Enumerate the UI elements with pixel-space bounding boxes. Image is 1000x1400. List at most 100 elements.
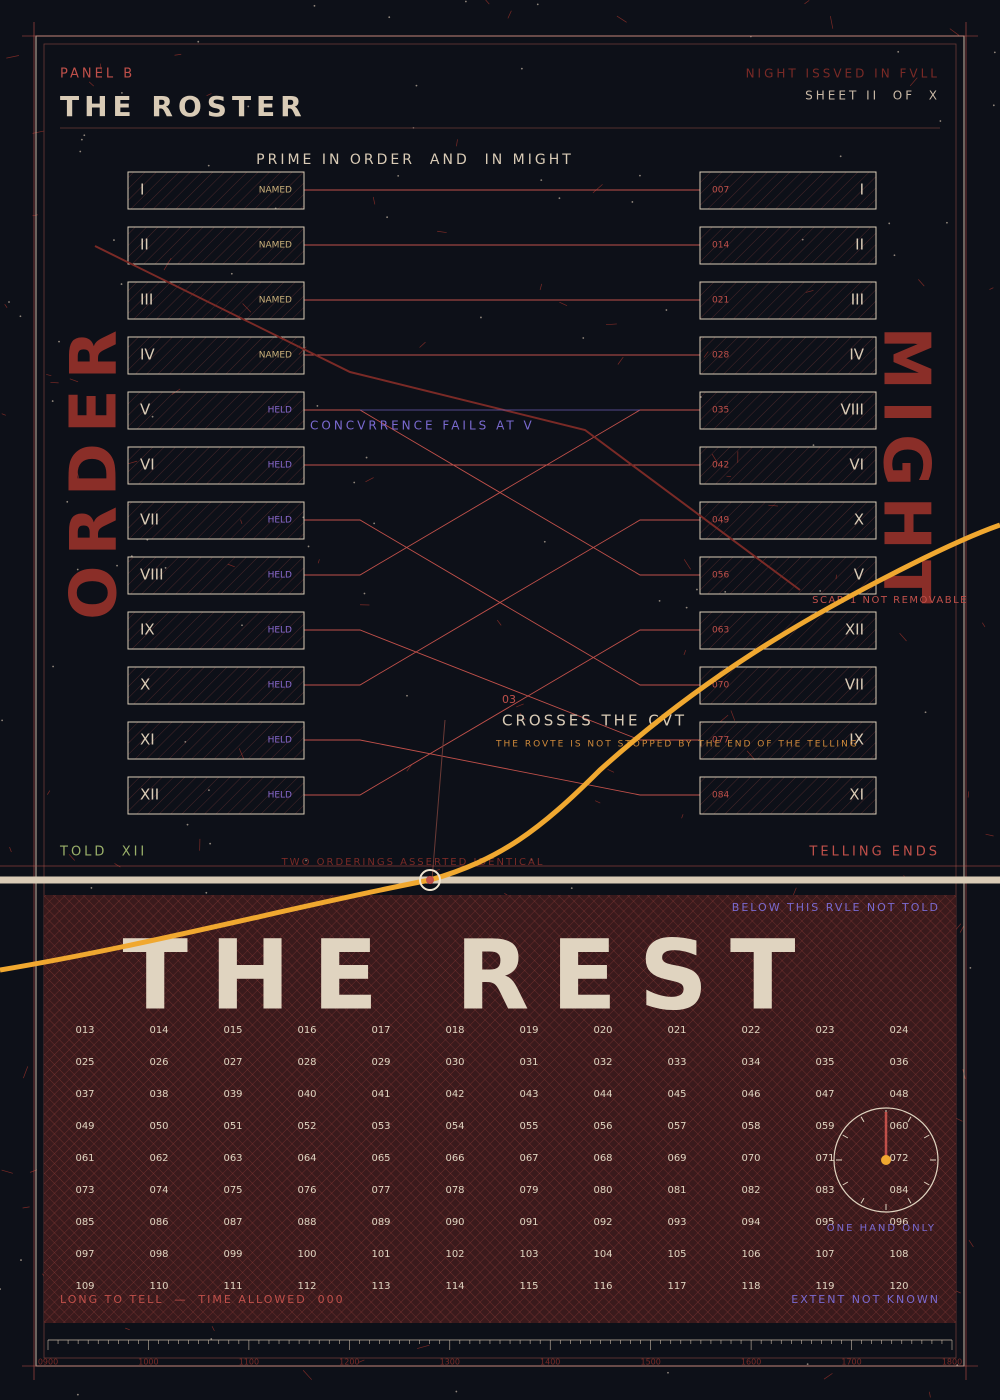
speck (316, 405, 319, 407)
speck (595, 800, 601, 804)
order-box (127, 281, 305, 320)
speck (605, 323, 617, 326)
grid-number: 028 (297, 1057, 316, 1068)
speck (519, 712, 526, 721)
speck (114, 863, 121, 868)
grid-number: 040 (297, 1089, 316, 1100)
speck (696, 588, 698, 591)
order-box (127, 666, 305, 705)
speck (536, 3, 539, 6)
speck (720, 714, 729, 722)
grid-number: 112 (297, 1281, 316, 1292)
speck (631, 201, 634, 203)
grid-number: 014 (149, 1025, 168, 1036)
speck (592, 184, 603, 194)
speck (909, 77, 918, 87)
grid-number: 075 (223, 1185, 242, 1196)
speck (1, 1169, 13, 1174)
grid-number: 017 (371, 1025, 390, 1036)
speck (559, 301, 568, 306)
grid-number: 115 (519, 1281, 538, 1292)
speck (617, 356, 624, 365)
grid-number: 103 (519, 1249, 538, 1260)
title: THE ROSTER (60, 90, 307, 123)
speck (665, 309, 668, 311)
grid-number: 060 (889, 1121, 908, 1132)
speck (485, 0, 490, 5)
speck (924, 711, 927, 714)
speck (918, 279, 925, 287)
side-label: MIGHT (868, 326, 942, 613)
speck (908, 341, 922, 346)
grid-number: 020 (593, 1025, 612, 1036)
grid-number: 049 (75, 1121, 94, 1132)
grid-number: 081 (667, 1185, 686, 1196)
grid-number: 078 (445, 1185, 464, 1196)
footer: EXTENT NOT KNOWN (791, 1293, 940, 1306)
grid-number: 095 (815, 1217, 834, 1228)
annotation: 03 (502, 693, 516, 706)
annotation: SCAR 1 NOT REMOVABLE (812, 595, 968, 606)
ruler-label: 1300 (440, 1358, 460, 1367)
order-box (127, 776, 305, 815)
grid-number: 021 (667, 1025, 686, 1036)
grid-number: 030 (445, 1057, 464, 1068)
scar (94, 245, 801, 591)
speck (75, 468, 80, 480)
grid-number: 116 (593, 1281, 612, 1292)
grid-number: 107 (815, 1249, 834, 1260)
speck (897, 50, 900, 53)
grid-number: 087 (223, 1217, 242, 1228)
grid-number: 066 (445, 1153, 464, 1164)
dial (833, 1107, 939, 1213)
order-box (127, 171, 305, 210)
rest-title: THE REST (123, 919, 818, 1031)
speck (210, 1338, 213, 1340)
order-label: VIII (140, 566, 164, 584)
crossing-dot (426, 876, 434, 884)
grid-number: 053 (371, 1121, 390, 1132)
order-status: HELD (268, 461, 292, 471)
grid-number: 047 (815, 1089, 834, 1100)
grid-number: 105 (667, 1249, 686, 1260)
grid-number: 079 (519, 1185, 538, 1196)
speck (1, 719, 4, 722)
annotation: TELLING ENDS (808, 845, 940, 860)
speck (247, 105, 250, 108)
speck (406, 764, 412, 772)
link (304, 629, 700, 796)
order-status: HELD (268, 571, 292, 581)
grid-number: 108 (889, 1249, 908, 1260)
grid-number: 025 (75, 1057, 94, 1068)
speck (658, 599, 661, 602)
might-box (699, 666, 877, 705)
speck (959, 925, 965, 933)
grid-number: 068 (593, 1153, 612, 1164)
speck (23, 1066, 29, 1079)
order-label: IX (140, 621, 155, 639)
route (0, 522, 1000, 973)
speck (307, 545, 310, 548)
speck (8, 301, 10, 303)
speck (456, 139, 458, 147)
might-code: 084 (712, 791, 729, 801)
speck (888, 222, 891, 225)
ruler-label: 1000 (138, 1358, 158, 1367)
speck (0, 1288, 1, 1290)
grid-number: 072 (889, 1153, 908, 1164)
order-box (127, 226, 305, 265)
grid-number: 037 (75, 1089, 94, 1100)
speck (967, 791, 970, 798)
order-status: HELD (268, 626, 292, 636)
speck (507, 10, 512, 19)
might-label: II (855, 236, 864, 254)
grid-number: 027 (223, 1057, 242, 1068)
speck (397, 174, 400, 177)
grid-number: 062 (149, 1153, 168, 1164)
speck (989, 287, 994, 290)
grid-number: 104 (593, 1249, 612, 1260)
grid-number: 118 (741, 1281, 760, 1292)
grid-number: 023 (815, 1025, 834, 1036)
ruler-label: 1800 (942, 1358, 962, 1367)
speck (543, 540, 546, 543)
